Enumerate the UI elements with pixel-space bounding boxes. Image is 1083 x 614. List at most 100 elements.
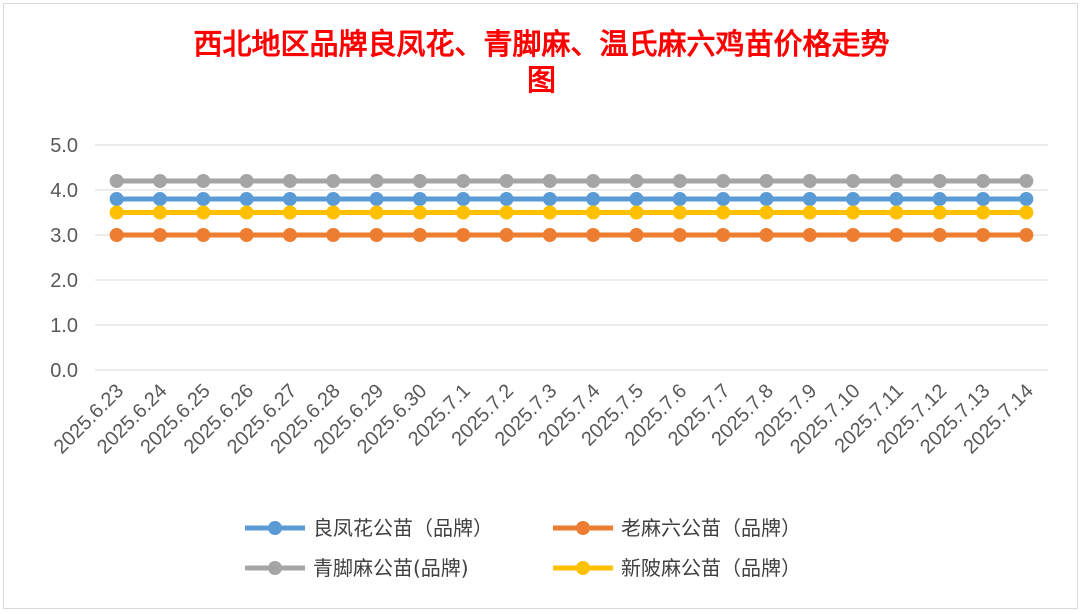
series-lines <box>109 174 1034 242</box>
legend-swatch-marker <box>268 521 282 535</box>
data-point <box>846 228 861 242</box>
data-point <box>196 228 211 242</box>
legend-item: 老麻六公苗（品牌） <box>553 516 801 540</box>
data-point <box>759 174 774 188</box>
legend-item: 新陂麻公苗（品牌） <box>553 556 801 580</box>
data-point <box>369 174 384 188</box>
data-point <box>932 205 947 220</box>
data-point <box>369 228 384 242</box>
data-point <box>976 192 991 206</box>
data-point <box>282 228 297 242</box>
data-point <box>716 205 731 220</box>
data-point <box>239 174 254 188</box>
legend-label: 老麻六公苗（品牌） <box>621 516 801 540</box>
data-point <box>499 228 514 242</box>
data-point <box>802 205 817 220</box>
data-point <box>1019 228 1034 242</box>
data-point <box>672 174 687 188</box>
data-point <box>1019 174 1034 188</box>
data-point <box>759 192 774 206</box>
data-point <box>759 205 774 220</box>
y-tick-label: 3.0 <box>50 225 78 247</box>
data-point <box>456 228 471 242</box>
data-point <box>326 192 341 206</box>
y-tick-label: 2.0 <box>50 270 78 292</box>
data-point <box>152 228 167 242</box>
data-point <box>196 192 211 206</box>
legend: 良凤花公苗（品牌） 老麻六公苗（品牌） 青脚麻公苗(品牌) 新陂麻公苗（品牌） <box>245 516 801 580</box>
data-point <box>846 205 861 220</box>
data-point <box>716 228 731 242</box>
data-point <box>1019 192 1034 206</box>
y-tick-label: 0.0 <box>50 360 78 382</box>
data-point <box>889 174 904 188</box>
data-point <box>802 192 817 206</box>
legend-swatch-marker <box>576 521 590 535</box>
x-axis-ticks: 2025.6.232025.6.242025.6.252025.6.262025… <box>50 380 1038 458</box>
y-axis-ticks: 0.0 1.0 2.0 3.0 4.0 5.0 <box>50 135 78 382</box>
data-point <box>239 205 254 220</box>
data-point <box>152 192 167 206</box>
data-point <box>499 192 514 206</box>
legend-swatch-marker <box>576 561 590 575</box>
data-point <box>889 205 904 220</box>
data-point <box>456 205 471 220</box>
data-point <box>586 192 601 206</box>
data-point <box>109 205 124 220</box>
data-point <box>672 228 687 242</box>
legend-label: 青脚麻公苗(品牌) <box>313 556 469 580</box>
data-point <box>326 228 341 242</box>
data-point <box>412 174 427 188</box>
data-point <box>239 192 254 206</box>
legend-swatch-marker <box>268 561 282 575</box>
data-point <box>456 192 471 206</box>
data-point <box>196 174 211 188</box>
data-point <box>282 192 297 206</box>
data-point <box>109 192 124 206</box>
series-3 <box>109 205 1034 220</box>
data-point <box>932 174 947 188</box>
legend-item: 青脚麻公苗(品牌) <box>245 556 469 580</box>
data-point <box>542 174 557 188</box>
data-point <box>369 205 384 220</box>
data-point <box>716 192 731 206</box>
y-tick-label: 4.0 <box>50 180 78 202</box>
data-point <box>586 205 601 220</box>
data-point <box>716 174 731 188</box>
data-point <box>542 192 557 206</box>
y-tick-label: 1.0 <box>50 315 78 337</box>
series-0 <box>109 192 1034 206</box>
data-point <box>629 228 644 242</box>
data-point <box>629 174 644 188</box>
legend-item: 良凤花公苗（品牌） <box>245 516 493 540</box>
data-point <box>802 228 817 242</box>
series-2 <box>109 174 1034 188</box>
chart-title-line-2: 图 <box>526 63 556 97</box>
data-point <box>672 205 687 220</box>
data-point <box>196 205 211 220</box>
data-point <box>629 192 644 206</box>
legend-label: 良凤花公苗（品牌） <box>313 516 493 540</box>
data-point <box>932 192 947 206</box>
data-point <box>412 228 427 242</box>
legend-label: 新陂麻公苗（品牌） <box>621 556 801 580</box>
data-point <box>499 174 514 188</box>
data-point <box>412 205 427 220</box>
data-point <box>846 192 861 206</box>
data-point <box>542 205 557 220</box>
data-point <box>846 174 861 188</box>
data-point <box>976 228 991 242</box>
data-point <box>152 205 167 220</box>
chart-title-line-1: 西北地区品牌良凤花、青脚麻、温氏麻六鸡苗价格走势 <box>193 27 890 61</box>
data-point <box>282 174 297 188</box>
data-point <box>889 192 904 206</box>
data-point <box>282 205 297 220</box>
data-point <box>456 174 471 188</box>
data-point <box>1019 205 1034 220</box>
data-point <box>326 205 341 220</box>
data-point <box>976 174 991 188</box>
chart-title: 西北地区品牌良凤花、青脚麻、温氏麻六鸡苗价格走势 图 <box>0 26 1083 98</box>
chart-frame <box>3 3 1078 609</box>
data-point <box>326 174 341 188</box>
data-point <box>889 228 904 242</box>
